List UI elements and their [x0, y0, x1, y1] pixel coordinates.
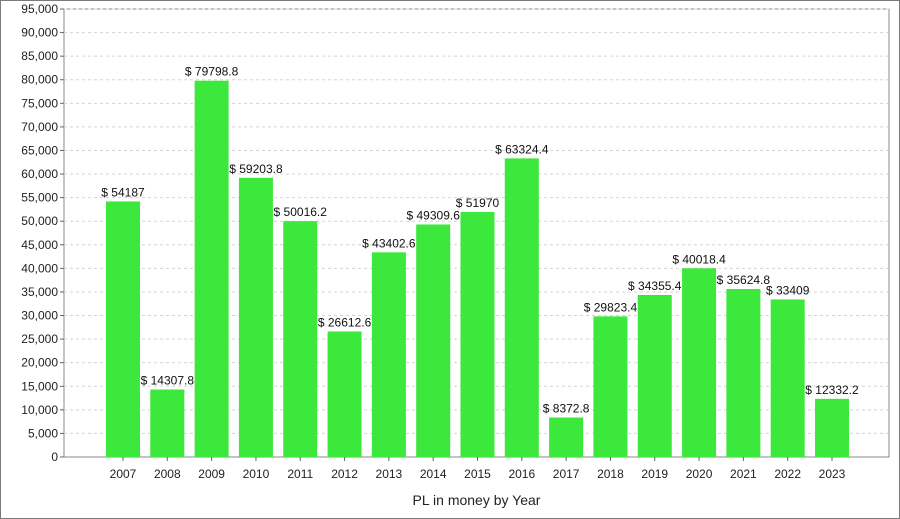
bar — [549, 417, 584, 457]
x-tick-label: 2016 — [508, 467, 535, 481]
y-tick-label: 25,000 — [21, 332, 58, 346]
data-label: $ 79798.8 — [185, 65, 239, 79]
data-label: $ 14307.8 — [141, 374, 195, 388]
bar — [238, 177, 273, 457]
data-label: $ 40018.4 — [672, 252, 726, 266]
y-tick-label: 60,000 — [21, 167, 58, 181]
x-tick-label: 2014 — [420, 467, 447, 481]
y-tick-label: 95,000 — [21, 2, 58, 16]
y-tick-label: 15,000 — [21, 379, 58, 393]
x-tick-label: 2017 — [553, 467, 580, 481]
y-tick-label: 20,000 — [21, 356, 58, 370]
data-label: $ 8372.8 — [543, 402, 590, 416]
x-tick-label: 2011 — [287, 467, 313, 481]
y-tick-label: 30,000 — [21, 309, 58, 323]
bar — [815, 398, 849, 457]
x-tick-label: 2018 — [597, 467, 624, 481]
bar — [106, 201, 140, 457]
x-tick-label: 2010 — [243, 467, 270, 481]
x-tick-label: 2015 — [464, 467, 491, 481]
y-tick-label: 90,000 — [21, 26, 58, 40]
x-tick-label: 2021 — [730, 467, 757, 481]
data-label: $ 26612.6 — [318, 316, 372, 330]
x-tick-label: 2007 — [110, 467, 137, 481]
data-labels-group: $ 54187 $ 14307.8 $ 79798.8 $ 59203.8 $ 5001… — [101, 65, 859, 416]
data-label: $ 50016.2 — [274, 205, 328, 219]
y-tick-label: 85,000 — [21, 49, 58, 63]
bar — [416, 224, 451, 457]
y-tick-label: 10,000 — [21, 403, 58, 417]
x-tick-label: 2009 — [198, 467, 225, 481]
y-tick-label: 40,000 — [21, 261, 58, 275]
bar — [682, 268, 717, 457]
bar — [194, 80, 229, 457]
x-tick-label: 2020 — [686, 467, 713, 481]
y-tick-label: 5,000 — [28, 426, 58, 440]
y-tick-label: 65,000 — [21, 143, 58, 157]
bar — [283, 221, 318, 457]
data-label: $ 54187 — [101, 185, 145, 199]
y-tick-label: 55,000 — [21, 191, 58, 205]
y-tick-label: 45,000 — [21, 238, 58, 252]
y-tick-label: 35,000 — [21, 285, 58, 299]
y-tick-label: 0 — [51, 450, 58, 464]
x-tick-label: 2012 — [331, 467, 358, 481]
bar — [460, 211, 495, 457]
x-axis-ticks: 2007 2008 2009 2010 2011 2012 2013 2014 2015 2016… — [110, 457, 846, 481]
data-label: $ 43402.6 — [362, 236, 416, 250]
data-label: $ 49309.6 — [406, 208, 460, 222]
x-tick-label: 2019 — [641, 467, 668, 481]
bars-group — [106, 80, 849, 457]
bar — [770, 299, 805, 457]
data-label: $ 34355.4 — [628, 279, 682, 293]
y-axis-ticks: 0 5,000 10,000 15,000 20,000 25,000 30,000 35,0… — [21, 2, 64, 464]
bar — [150, 389, 185, 457]
x-axis-title: PL in money by Year — [413, 492, 541, 508]
data-label: $ 12332.2 — [805, 383, 859, 397]
bar — [504, 158, 539, 457]
data-label: $ 51970 — [456, 196, 500, 210]
data-label: $ 33409 — [766, 283, 810, 297]
y-tick-label: 75,000 — [21, 96, 58, 110]
data-label: $ 59203.8 — [229, 162, 283, 176]
bar — [637, 294, 672, 457]
x-tick-label: 2008 — [154, 467, 181, 481]
bar — [371, 252, 406, 457]
data-label: $ 29823.4 — [584, 300, 638, 314]
x-tick-label: 2013 — [376, 467, 403, 481]
data-label: $ 35624.8 — [717, 273, 771, 287]
y-tick-label: 80,000 — [21, 73, 58, 87]
bar — [593, 316, 628, 457]
bar — [327, 331, 362, 457]
y-tick-label: 50,000 — [21, 214, 58, 228]
x-tick-label: 2023 — [819, 467, 846, 481]
x-tick-label: 2022 — [774, 467, 801, 481]
y-tick-label: 70,000 — [21, 120, 58, 134]
bar — [726, 289, 761, 457]
data-label: $ 63324.4 — [495, 142, 549, 156]
